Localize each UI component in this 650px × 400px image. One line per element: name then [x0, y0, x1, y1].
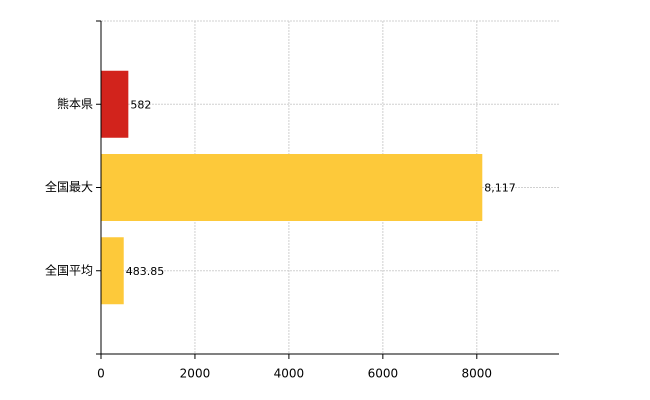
value-label: 582: [130, 98, 151, 111]
y-tick-label: 全国最大: [45, 179, 93, 194]
y-tick-label: 熊本県: [57, 96, 93, 111]
value-label: 8,117: [484, 182, 516, 195]
x-tick-label: 6000: [368, 367, 399, 381]
x-tick-label: 8000: [462, 367, 493, 381]
y-tick-label: 全国平均: [45, 262, 93, 277]
x-tick-label: 4000: [274, 367, 305, 381]
value-label: 483.85: [126, 265, 165, 278]
bar: [101, 237, 124, 305]
bar: [101, 70, 129, 138]
bar: [101, 154, 483, 221]
x-tick-label: 2000: [180, 367, 211, 381]
x-tick-label: 0: [97, 367, 105, 381]
